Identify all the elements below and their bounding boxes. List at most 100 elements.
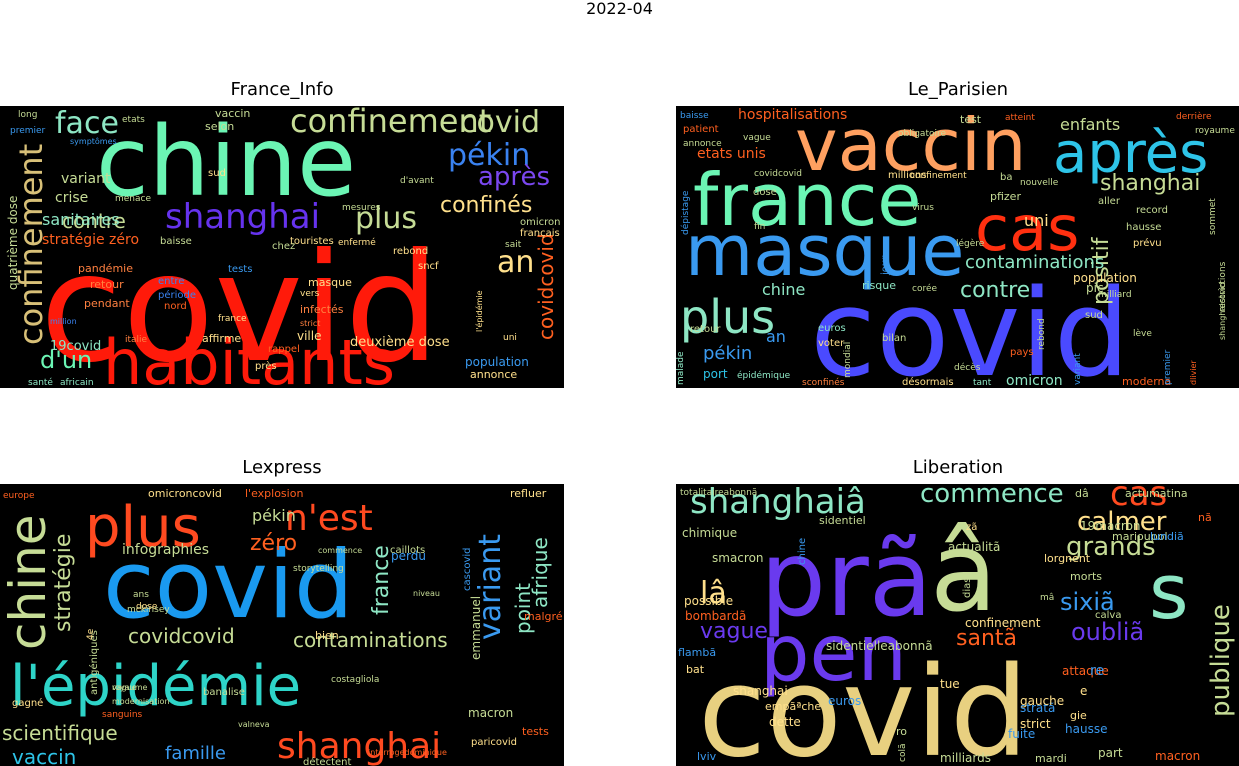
word-sait: sait xyxy=(505,240,522,250)
word-morts: morts xyxy=(1070,570,1102,583)
word-covid: covid xyxy=(698,641,1029,766)
word-tests: tests xyxy=(228,264,252,275)
word-retour: retour xyxy=(90,278,124,291)
word-hausse: hausse xyxy=(1126,222,1161,233)
word-vague: vague xyxy=(743,133,771,143)
word-p-riode: période xyxy=(158,289,196,301)
word-entre: entre xyxy=(158,276,184,287)
word-voter: voter xyxy=(818,338,845,349)
word-m-: mâ xyxy=(1040,593,1054,603)
word-paricovid: paricovid xyxy=(471,737,517,748)
word-covid: covid xyxy=(460,106,540,140)
word-point: point xyxy=(511,583,535,634)
wordcloud-lexpress: covid l'épidémie plus chine shanghai n'est var… xyxy=(0,484,564,766)
word-malade: malade xyxy=(676,351,686,385)
word-milliard: milliard xyxy=(1098,290,1132,300)
word-storytelling: storytelling xyxy=(293,564,344,574)
word-chine: chine xyxy=(797,538,808,565)
word-royaume: royaume xyxy=(1195,126,1235,136)
figure-title: 2022-04 xyxy=(586,0,653,18)
word-infographies: infographies xyxy=(122,542,209,558)
panel-title: Le_Parisien xyxy=(907,79,1009,100)
word-tests: tests xyxy=(522,725,549,738)
word-europe: europe xyxy=(3,491,35,501)
word-costagliola: costagliola xyxy=(331,675,379,685)
word-millions: millions xyxy=(888,170,927,181)
word-strict: strict xyxy=(1020,717,1051,731)
word-shanghai: shanghai xyxy=(733,684,788,698)
word-antig-niques: antigéniques xyxy=(88,630,100,695)
word-contaminations: contaminations xyxy=(965,252,1104,273)
word-risque: risque xyxy=(862,279,896,292)
word-flamb-: flambã xyxy=(678,646,716,659)
word-calmer: calmer xyxy=(1077,507,1167,537)
word-sud: sud xyxy=(1085,310,1103,321)
word-19covid: 19covid xyxy=(50,339,101,354)
word-uni: uni xyxy=(503,333,517,343)
word-n-: nã xyxy=(1198,511,1212,524)
word-nouvelle: nouvelle xyxy=(1020,178,1059,188)
word-confinement: confinement xyxy=(910,171,967,181)
word-cascovid: cascovid xyxy=(462,548,473,592)
word-annonce: annonce xyxy=(470,368,517,381)
word-lviv: lviv xyxy=(697,750,717,763)
word-covidcovid: covidcovid xyxy=(128,624,235,648)
word-attaque: attaque xyxy=(1062,664,1109,678)
word-crise: crise xyxy=(55,190,88,206)
word-d-avant: d'avant xyxy=(400,176,434,186)
word-malgr-: malgré xyxy=(524,610,563,623)
word-covidcovid: covidcovid xyxy=(534,233,558,340)
word-l-pid-mie: l'épidémie xyxy=(10,654,301,719)
word-enferm-: enfermé xyxy=(338,237,376,248)
word-dose: dose xyxy=(136,602,158,612)
word-aller: aller xyxy=(1098,196,1121,207)
word-shanghai: shanghai xyxy=(1100,171,1200,196)
panel-title: Liberation xyxy=(912,457,1004,478)
panel-title: Lexpress xyxy=(242,457,322,478)
word-etats: etats xyxy=(122,115,145,125)
word-covid: covid xyxy=(103,531,354,640)
word-perdu: perdu xyxy=(391,549,426,563)
word-refluer: refluer xyxy=(510,487,547,500)
word-virus: virus xyxy=(912,203,934,213)
word-covid: covid xyxy=(810,265,1130,388)
word-menace: menace xyxy=(115,194,151,204)
word-emp-che: empãªche xyxy=(765,700,821,713)
word-chez: chez xyxy=(272,241,295,252)
word-e: e xyxy=(1080,684,1087,698)
word-re: re xyxy=(1090,663,1104,679)
word-euros: euros xyxy=(818,323,846,334)
word-sanitaires: sanitaires xyxy=(42,210,120,229)
word-contaminations: contaminations xyxy=(293,628,448,652)
word-d-un: d'un xyxy=(40,346,92,374)
word-covid: covid xyxy=(40,222,440,388)
word-commence: commence xyxy=(318,546,362,555)
word-variant: variant xyxy=(473,534,508,640)
word-fuite: fuite xyxy=(1008,727,1035,741)
word-hausse: hausse xyxy=(1065,722,1107,736)
word-strat-gie: stratégie xyxy=(51,534,76,632)
word-dias: dias xyxy=(962,578,973,598)
word-rebond: rebond xyxy=(1037,318,1047,350)
word-pays: pays xyxy=(1010,347,1034,358)
word-an: an xyxy=(766,327,786,346)
word-masque: masque xyxy=(308,276,352,289)
word-sidentielleabonn-: sidentielleabonnã xyxy=(826,639,933,653)
word-interrogedominique: interrogedominique xyxy=(368,748,447,757)
word-confinement: confinement xyxy=(12,144,50,345)
word-confinement: confinement xyxy=(290,106,491,140)
word-contre: contre xyxy=(62,209,126,233)
word-africain: africain xyxy=(60,378,94,388)
word-part: part xyxy=(1098,746,1123,760)
word-banalise: banalise xyxy=(203,687,245,698)
word-patient: patient xyxy=(683,124,719,135)
word-col-: colã xyxy=(898,744,908,762)
word-face: face xyxy=(55,106,119,141)
word-chine: chine xyxy=(0,514,57,650)
word-positif: positif xyxy=(1089,236,1114,305)
word-totalitaireabonn-: totalitaireabonnã xyxy=(680,488,757,498)
word-rebond: rebond xyxy=(393,246,428,257)
word-hospitalisations: hospitalisations xyxy=(738,107,847,123)
word-royaume: royaume xyxy=(112,683,148,692)
